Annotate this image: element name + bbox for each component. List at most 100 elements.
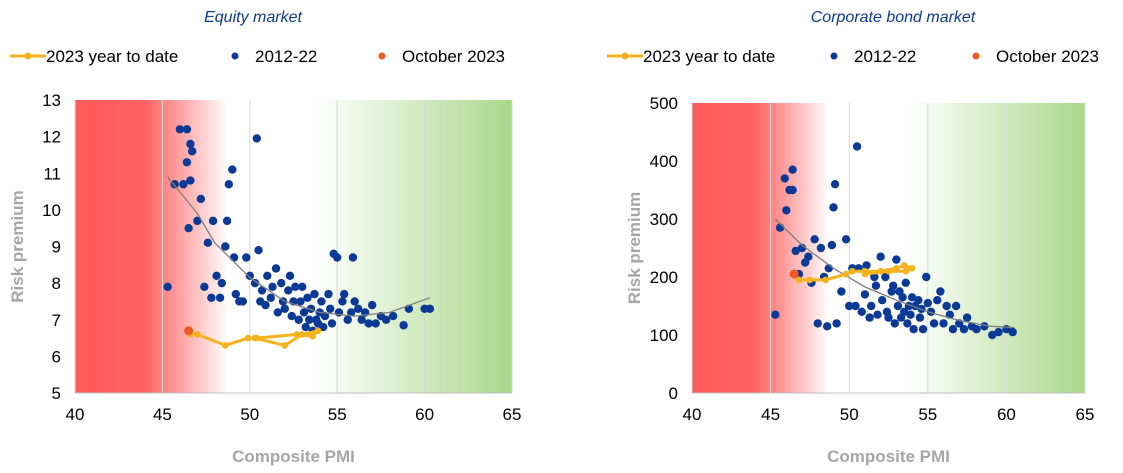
scatter-point <box>250 278 260 288</box>
x-tick-label: 60 <box>997 405 1016 424</box>
scatter-point <box>186 139 195 149</box>
scatter-point <box>893 301 903 311</box>
ytd-point <box>842 270 850 278</box>
scatter-point <box>870 272 879 282</box>
scatter-point <box>353 304 363 313</box>
scatter-point <box>252 134 261 143</box>
scatter-point <box>257 286 267 295</box>
scatter-point <box>184 223 193 233</box>
scatter-point <box>348 253 358 262</box>
scatter-point <box>327 319 337 328</box>
scatter-point <box>878 296 887 305</box>
scatter-point <box>381 315 391 324</box>
legend-label: 2023 year to date <box>46 47 178 66</box>
scatter-point <box>837 287 846 296</box>
scatter-point <box>303 293 312 302</box>
chart-title: Equity market <box>204 9 302 26</box>
y-axis-title: Risk premium <box>625 192 644 304</box>
legend-label: 2023 year to date <box>643 47 775 66</box>
scatter-point <box>245 271 254 280</box>
series-2023-ytd <box>795 262 916 284</box>
plot-background <box>75 100 512 393</box>
scatter-point <box>222 216 232 226</box>
scatter-point <box>299 308 309 317</box>
scatter-point <box>231 289 241 299</box>
chart-title: Corporate bond market <box>811 9 976 26</box>
legend-item: 2023 year to date <box>10 47 178 66</box>
scatter-point <box>830 180 840 189</box>
scatter-point <box>816 243 826 253</box>
scatter-point <box>298 282 307 291</box>
scatter-point <box>906 310 915 319</box>
scatter-point <box>865 313 874 322</box>
ytd-point <box>298 331 306 338</box>
y-tick-label: 11 <box>43 164 61 183</box>
ytd-point <box>902 267 910 275</box>
scatter-point <box>320 311 330 321</box>
scatter-point <box>294 315 303 324</box>
x-axis-title: Composite PMI <box>827 447 950 466</box>
scatter-point <box>287 311 296 321</box>
scatter-point <box>915 313 925 322</box>
scatter-point <box>1008 327 1017 337</box>
y-tick-label: 9 <box>52 238 61 257</box>
scatter-point <box>942 301 951 311</box>
scatter-point <box>425 304 435 313</box>
y-tick-label: 8 <box>52 274 61 293</box>
ytd-point <box>861 270 869 278</box>
y-axis-title: Risk premium <box>8 190 27 302</box>
x-tick-label: 50 <box>840 405 859 424</box>
scatter-point <box>860 290 870 299</box>
scatter-point <box>782 206 791 215</box>
x-tick-label: 45 <box>153 405 172 424</box>
scatter-point <box>193 216 202 226</box>
scatter-point <box>280 304 289 313</box>
y-tick-label: 200 <box>650 268 678 287</box>
scatter-point <box>305 315 314 324</box>
x-tick-label: 50 <box>240 405 259 424</box>
scatter-point <box>845 301 854 311</box>
scatter-point <box>857 307 866 316</box>
legend-label: October 2023 <box>996 47 1099 66</box>
scatter-point <box>922 272 931 282</box>
scatter-point <box>918 325 928 334</box>
scatter-point <box>285 271 295 280</box>
scatter-point <box>271 264 281 273</box>
ytd-point <box>795 276 803 284</box>
scatter-point <box>791 246 800 256</box>
ytd-point <box>253 334 261 342</box>
y-tick-label: 7 <box>52 311 61 330</box>
scatter-point <box>333 253 342 262</box>
ytd-point <box>309 332 317 340</box>
y-tick-label: 10 <box>42 201 61 220</box>
scatter-point <box>175 125 185 134</box>
scatter-point <box>224 180 234 189</box>
scatter-point <box>228 165 237 174</box>
series-2012-22 <box>163 125 435 335</box>
x-tick-label: 65 <box>1076 405 1095 424</box>
ytd-point <box>222 342 229 349</box>
legend-item: October 2023 <box>972 47 1099 66</box>
scatter-point <box>890 319 899 328</box>
x-tick-label: 60 <box>415 405 434 424</box>
y-tick-label: 300 <box>650 210 678 229</box>
legend-marker-swatch <box>24 52 32 60</box>
scatter-point <box>196 194 206 204</box>
trend-line <box>167 176 431 317</box>
scatter-point <box>881 272 890 282</box>
scatter-point <box>291 282 300 291</box>
october-2023-point <box>184 326 194 336</box>
scatter-point <box>203 238 213 248</box>
scatter-point <box>324 289 333 299</box>
scatter-point <box>317 297 326 306</box>
scatter-point <box>851 301 860 311</box>
scatter-point <box>813 319 822 328</box>
scatter-point <box>357 315 366 324</box>
scatter-point <box>867 301 876 311</box>
scatter-point <box>939 319 948 328</box>
scatter-point <box>829 203 838 212</box>
scatter-point <box>296 297 305 306</box>
ytd-point <box>281 342 289 349</box>
ytd-point <box>822 276 829 284</box>
